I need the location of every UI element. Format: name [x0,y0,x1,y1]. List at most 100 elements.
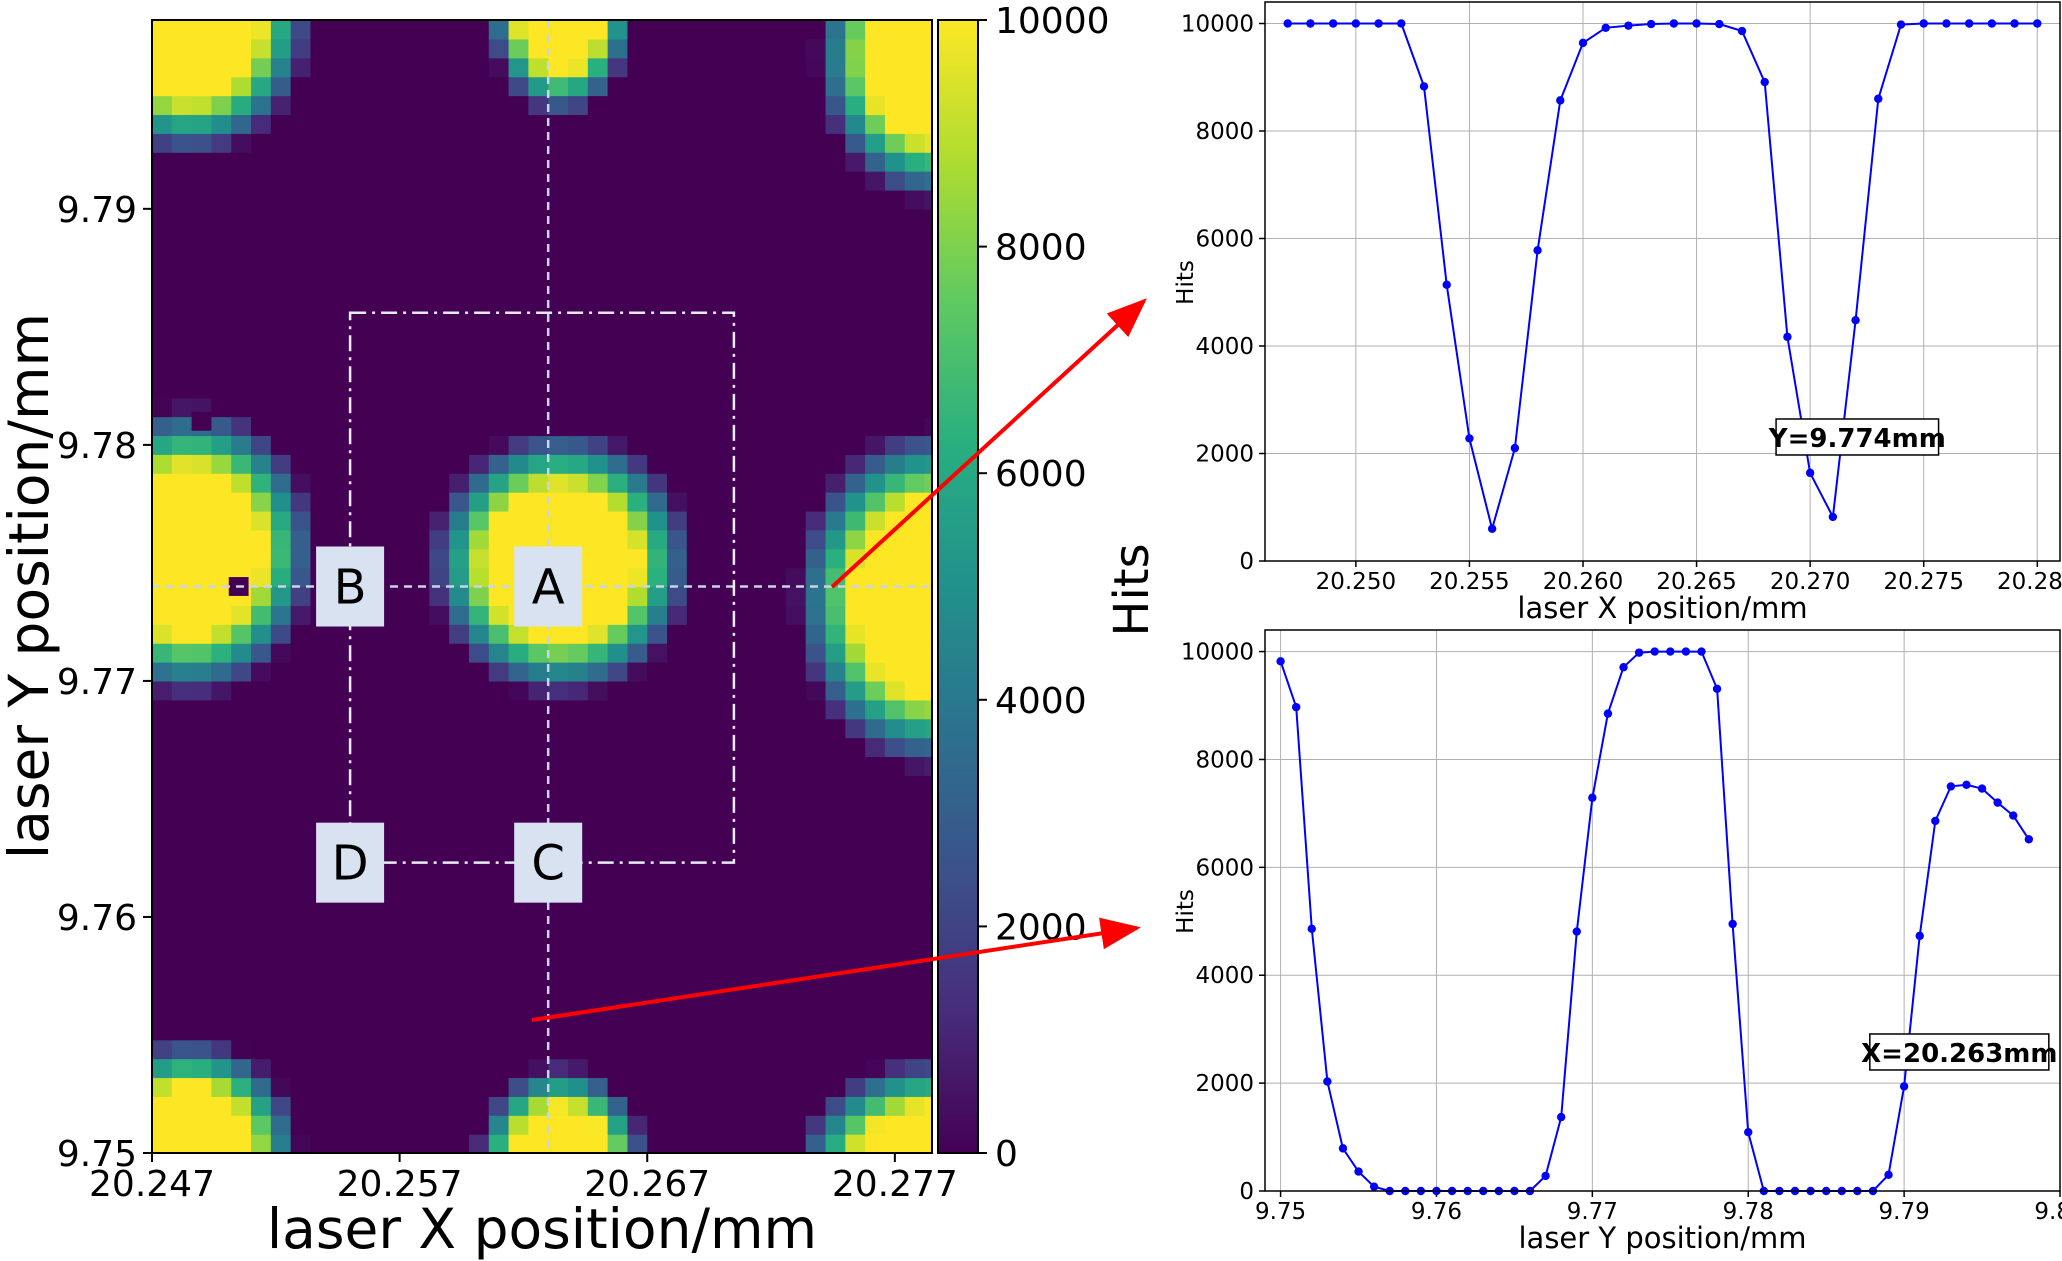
heatmap-cell [726,964,747,984]
heatmap-cell [389,945,411,965]
heatmap-cell [171,888,193,909]
heatmap-cell [369,38,391,59]
heatmap-cell [211,510,232,531]
heatmap-cell [568,359,589,380]
heatmap-cell [706,473,728,493]
heatmap-cell [845,435,866,455]
data-point [1442,280,1451,289]
heatmap-cell [369,227,391,248]
heatmap-cell [884,756,906,776]
heatmap-cell [528,322,549,342]
heatmap-cell [726,1058,747,1079]
heatmap-cell [924,492,932,512]
heatmap-cell [865,907,886,927]
heatmap-cell [627,284,648,304]
data-point [2033,19,2042,28]
heatmap-cell [627,189,648,210]
heatmap-x-ticks: 20.247 20.257 20.267 20.277 [89,1153,958,1205]
heatmap-cell [330,1134,351,1153]
heatmap-cell [488,38,510,59]
heatmap-cell [350,737,371,758]
heatmap-cell [231,246,252,267]
heatmap-cell [706,775,728,795]
heatmap-cell [231,718,252,739]
heatmap-cell [587,1096,609,1116]
heatmap-cell [152,662,173,682]
heatmap-cell [251,20,272,21]
heatmap-cell [607,794,629,814]
heatmap-cell [409,435,430,455]
heatmap-cell [825,303,846,323]
heatmap-cell [310,114,331,134]
heatmap-cell [171,926,193,946]
heatmap-cell [825,643,846,663]
heatmap-cell [924,57,932,78]
heatmap-cell [171,567,193,588]
heatmap-cell [825,378,846,399]
heatmap-cell [726,341,747,361]
data-point [1760,77,1769,87]
heatmap-cell [211,680,232,701]
heatmap-cell [548,397,569,418]
heatmap-cell [627,492,648,512]
heatmap-cell [805,435,827,455]
heatmap-cell [468,775,490,795]
heatmap-cell [746,246,767,267]
heatmap-cell [607,114,629,134]
heatmap-cell [350,322,371,342]
heatmap-cell [825,1020,846,1041]
heatmap-cell [746,831,767,852]
heatmap-cell [211,133,232,153]
heatmap-cell [369,1039,391,1060]
heatmap-cell [191,38,213,59]
heatmap-cell [706,888,728,909]
heatmap-cell [449,416,470,437]
heatmap-cell [171,1134,193,1153]
heatmap-cell [924,303,932,323]
heatmap-cell [409,1039,430,1060]
heatmap-cell [290,378,312,399]
heatmap-cell [785,397,807,418]
heatmap-cell [231,643,252,663]
heatmap-cell [726,1077,747,1097]
heatmap-cell [528,227,549,248]
heatmap-cell [409,1134,430,1153]
heatmap-cell [429,605,450,625]
heatmap-cell [587,454,609,474]
data-point [2009,811,2018,820]
heatmap-cell [270,624,292,644]
heatmap-cell [647,378,668,399]
heatmap-cell [746,171,767,191]
heatmap-cell [667,359,688,380]
heatmap-cell [627,133,648,153]
heatmap-cell [468,624,490,644]
heatmap-cell [924,416,932,437]
heatmap-cell [152,1096,173,1116]
heatmap-cell [251,152,272,172]
heatmap-cell [409,1077,430,1097]
heatmap-cell [429,680,450,701]
heatmap-cell [845,38,866,59]
heatmap-cell [884,983,906,1003]
heatmap-cell [607,662,629,682]
heatmap-cell [686,1001,708,1022]
heatmap-cell [468,643,490,663]
heatmap-cell [924,831,932,852]
heatmap-cell [805,20,827,21]
heatmap-cell [904,322,926,342]
heatmap-cell [785,831,807,852]
heatmap-cell [706,548,728,569]
heatmap-cell [568,189,589,210]
heatmap-cell [726,680,747,701]
heatmap-cell [508,926,529,946]
heatmap-cell [211,473,232,493]
heatmap-cell [746,227,767,248]
heatmap-cell [449,57,470,78]
heatmap-cell [369,945,391,965]
heatmap-cell [171,869,193,890]
heatmap-cell [884,813,906,833]
heatmap-cell [587,265,609,285]
data-point [1338,1144,1348,1153]
heatmap-cell [191,737,213,758]
heatmap-cell [350,416,371,437]
